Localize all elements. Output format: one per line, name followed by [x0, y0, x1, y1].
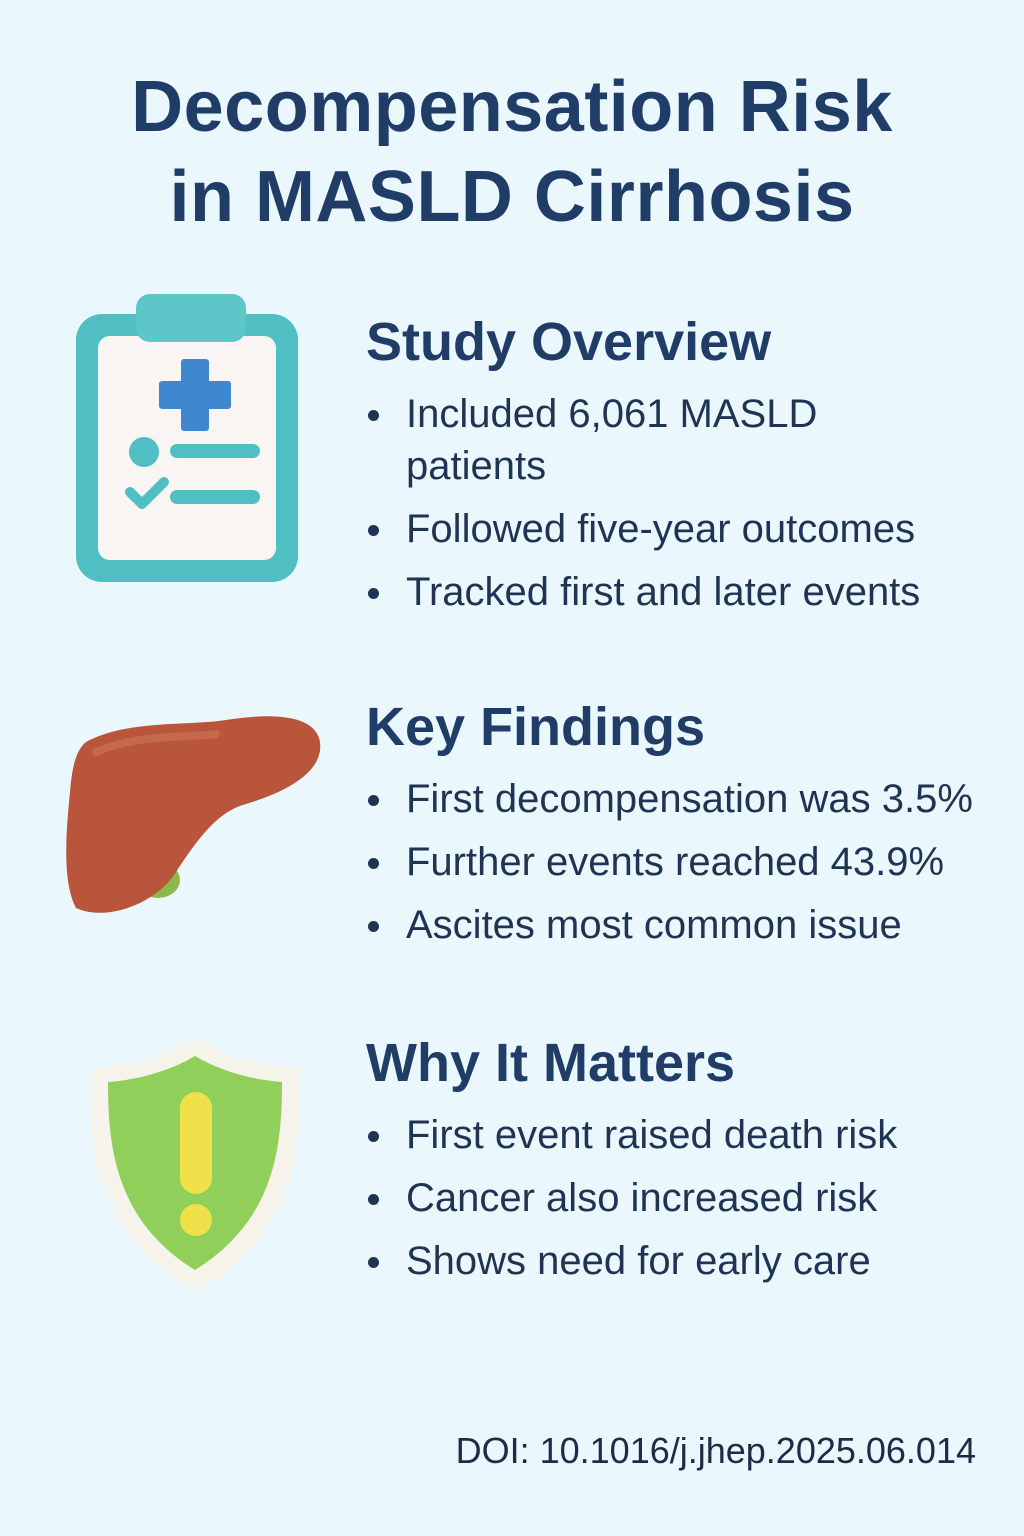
- page-title: Decompensation Risk in MASLD Cirrhosis: [131, 67, 893, 237]
- why-it-matters-section: Why It Matters First event raised death …: [366, 1031, 1016, 1298]
- warning-shield-icon: [89, 1038, 301, 1292]
- liver-icon: [66, 716, 321, 913]
- doi-citation: DOI: 10.1016/j.jhep.2025.06.014: [455, 1430, 976, 1471]
- list-item: Tracked first and later events: [366, 566, 1016, 618]
- list-item: Further events reached 43.9%: [366, 836, 1016, 888]
- clipboard-medical-icon: [76, 294, 298, 582]
- section-heading: Key Findings: [366, 697, 706, 757]
- section-heading: Why It Matters: [366, 1033, 736, 1093]
- section-heading: Study Overview: [366, 312, 772, 372]
- list-item: Cancer also increased risk: [366, 1172, 1016, 1224]
- list-item: First decompensation was 3.5%: [366, 773, 1016, 825]
- list-item: Followed five-year outcomes: [366, 503, 1016, 555]
- list-item: Shows need for early care: [366, 1235, 1016, 1287]
- list-item: First event raised death risk: [366, 1109, 1016, 1161]
- list-item: Ascites most common issue: [366, 899, 1016, 951]
- key-findings-section: Key Findings First decompensation was 3.…: [366, 695, 1016, 962]
- list-item: Included 6,061 MASLD patients: [366, 388, 876, 492]
- study-overview-section: Study Overview Included 6,061 MASLD pati…: [366, 310, 1016, 629]
